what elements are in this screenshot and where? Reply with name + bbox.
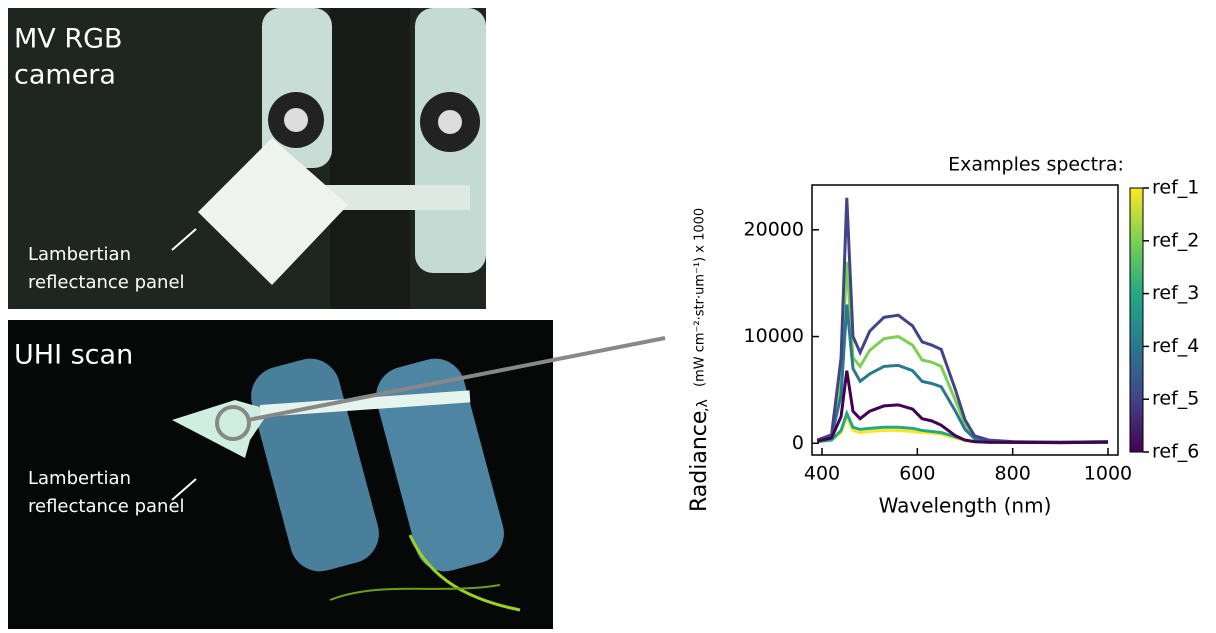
x-axis-label: Wavelength (nm) xyxy=(879,494,1052,518)
photo-annotation: Lambertian xyxy=(28,468,131,489)
spectrum-line xyxy=(817,198,1108,442)
y-axis-units: (mW cm⁻²·str·um⁻¹) x 1000 xyxy=(693,208,708,387)
legend-label: ref_6 xyxy=(1152,441,1199,463)
page: { "photos": [ {"title_lines": ["MV RGB",… xyxy=(0,0,1216,633)
photo-title: camera xyxy=(14,60,116,91)
colorbar-title: Examples spectra: xyxy=(948,154,1124,176)
colorbar xyxy=(1130,188,1143,452)
photo-title: UHI scan xyxy=(14,340,133,371)
legend-label: ref_4 xyxy=(1152,335,1199,357)
y-axis-label-sub: ,λ xyxy=(695,399,711,412)
photo-annotation: reflectance panel xyxy=(28,496,185,517)
y-tick-label: 10000 xyxy=(744,325,804,347)
x-tick-label: 600 xyxy=(899,463,935,485)
x-tick-label: 400 xyxy=(804,463,840,485)
legend-label: ref_1 xyxy=(1152,177,1199,199)
y-axis-label: Radiance xyxy=(687,411,712,512)
x-tick-label: 800 xyxy=(995,463,1031,485)
figure: MV RGB camera Lambertian reflectance pan… xyxy=(0,0,1216,629)
legend-label: ref_5 xyxy=(1152,388,1199,410)
photo-annotation: reflectance panel xyxy=(28,272,185,293)
legend-label: ref_3 xyxy=(1152,282,1199,304)
photo-annotation: Lambertian xyxy=(28,244,131,265)
x-tick-label: 1000 xyxy=(1084,463,1132,485)
y-tick-label: 0 xyxy=(792,432,804,454)
legend-label: ref_2 xyxy=(1152,229,1199,251)
y-tick-label: 20000 xyxy=(744,218,804,240)
photo-title: MV RGB xyxy=(14,24,123,55)
spectrum-line xyxy=(817,305,1108,443)
